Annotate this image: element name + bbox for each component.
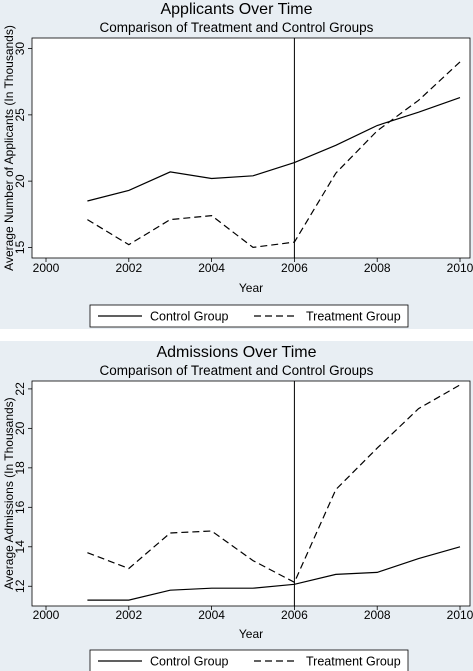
- admissions-chart-panel: Admissions Over Time Comparison of Treatm…: [0, 341, 473, 671]
- y-tick-label: 22: [13, 382, 27, 396]
- plot-area: [31, 37, 471, 259]
- legend: Control Group Treatment Group: [89, 304, 409, 328]
- x-tick-label: 2010: [447, 608, 473, 622]
- x-tick-label: 2004: [198, 261, 225, 275]
- y-tick-label: 20: [13, 421, 27, 435]
- legend-box: [89, 304, 409, 328]
- y-tick-label: 15: [13, 240, 27, 254]
- x-tick-label: 2006: [281, 261, 308, 275]
- x-axis-label: Year: [239, 281, 263, 295]
- chart-subtitle: Comparison of Treatment and Control Grou…: [100, 20, 374, 35]
- x-tick-label: 2010: [447, 261, 473, 275]
- applicants-chart-panel: Applicants Over Time Comparison of Treatm…: [0, 0, 473, 329]
- treatment-group-line: [87, 61, 461, 249]
- y-axis-label: Average Number of Applicants (In Thousan…: [2, 25, 16, 271]
- x-tick-label: 2004: [198, 608, 225, 622]
- y-tick-label: 16: [13, 500, 27, 514]
- control-group-line: [87, 546, 461, 601]
- chart-subtitle: Comparison of Treatment and Control Grou…: [100, 363, 374, 378]
- legend-label: Treatment Group: [306, 655, 401, 669]
- x-tick-label: 2002: [115, 608, 142, 622]
- y-tick-label: 20: [13, 174, 27, 188]
- x-tick-label: 2002: [115, 261, 142, 275]
- legend-label: Treatment Group: [306, 310, 401, 324]
- x-tick-label: 2008: [364, 608, 391, 622]
- y-tick-label: 12: [13, 579, 27, 593]
- legend-label: Control Group: [150, 310, 229, 324]
- y-axis-label: Average Admissions (In Thousands): [2, 397, 16, 589]
- y-tick-label: 25: [13, 108, 27, 122]
- x-tick-label: 2008: [364, 261, 391, 275]
- y-tick-label: 30: [13, 42, 27, 56]
- control-group-line: [87, 97, 461, 202]
- y-tick-label: 18: [13, 461, 27, 475]
- x-axis-label: Year: [239, 627, 263, 641]
- x-tick-label: 2000: [33, 261, 60, 275]
- plot-area: [31, 380, 471, 607]
- y-tick-label: 14: [13, 540, 27, 554]
- chart-svg: Applicants Over Time Comparison of Treatm…: [2, 1, 473, 328]
- legend-box: [89, 649, 409, 671]
- legend-label: Control Group: [150, 655, 229, 669]
- legend: Control Group Treatment Group: [89, 649, 409, 671]
- chart-title: Admissions Over Time: [156, 344, 316, 361]
- chart-svg: Admissions Over Time Comparison of Treatm…: [2, 344, 473, 671]
- treatment-group-line: [87, 384, 461, 584]
- chart-title: Applicants Over Time: [160, 1, 312, 18]
- x-tick-label: 2006: [281, 608, 308, 622]
- x-tick-label: 2000: [33, 608, 60, 622]
